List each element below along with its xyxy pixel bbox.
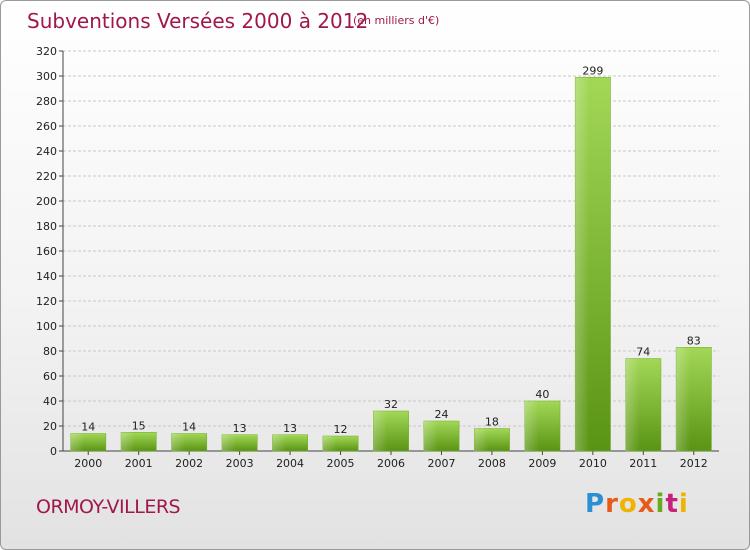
data-label: 24 [434,408,448,421]
data-label: 13 [283,422,297,435]
y-tick-label: 120 [36,295,57,308]
bar-highlight [423,421,460,451]
x-tick-label: 2012 [680,457,708,470]
data-label: 14 [81,421,95,434]
data-label: 32 [384,398,398,411]
bar-highlight [221,434,258,451]
bar-layer [70,77,712,452]
bar-highlight [524,401,561,451]
data-label: 12 [334,423,348,436]
y-tick-label: 180 [36,220,57,233]
data-label: 40 [535,388,549,401]
y-tick-label: 40 [43,395,57,408]
y-tick-label: 140 [36,270,57,283]
x-tick-label: 2007 [427,457,455,470]
bar-highlight [625,358,661,451]
logo-letter: o [618,489,638,519]
y-tick-label: 60 [43,370,57,383]
data-label: 18 [485,416,499,429]
bar-highlight [322,436,359,451]
label-layer: 2000 14 2001 15 2002 14 2003 13 2004 13 2005 12 2006… [74,64,708,470]
x-tick-label: 2003 [226,457,254,470]
y-tick-label: 80 [43,345,57,358]
data-label: 15 [132,419,146,432]
x-tick-label: 2005 [327,457,355,470]
data-label: 74 [636,346,650,359]
data-label: 299 [582,64,603,77]
axis-layer: 0 20 40 60 80 100 120 140 160 180 200 220 240 260 280 3… [36,45,719,458]
bar-highlight [575,77,611,451]
proxiti-logo: Proxiti [585,489,689,519]
logo-letter: x [637,489,656,519]
grid-layer [63,50,719,427]
bar-highlight [676,347,712,451]
logo-letter: t [665,489,679,519]
y-tick-label: 20 [43,420,57,433]
x-tick-label: 2010 [579,457,607,470]
y-tick-label: 200 [36,195,57,208]
x-tick-label: 2006 [377,457,405,470]
bar-highlight [373,411,409,451]
y-tick-label: 300 [36,70,57,83]
bar-highlight [70,433,106,451]
chart-title: Subventions Versées 2000 à 2012 [27,9,369,33]
x-tick-label: 2001 [125,457,153,470]
data-label: 13 [233,422,247,435]
y-tick-label: 100 [36,320,57,333]
y-tick-label: 280 [36,95,57,108]
data-label: 83 [687,334,701,347]
x-tick-label: 2002 [175,457,203,470]
y-tick-label: 240 [36,145,57,158]
bar-highlight [121,432,157,451]
commune-name: ORMOY-VILLERS [36,496,181,518]
y-tick-label: 260 [36,120,57,133]
bar-highlight [171,433,207,451]
bar-highlight [474,428,510,451]
logo-letter: i [678,489,689,519]
logo-letter: P [585,489,606,519]
x-tick-label: 2000 [74,457,102,470]
bar-highlight [272,434,308,451]
logo-letter: r [605,489,619,519]
x-tick-label: 2004 [276,457,304,470]
x-tick-label: 2011 [629,457,657,470]
x-tick-label: 2009 [528,457,556,470]
chart-subtitle: (en milliers d'€) [353,14,440,27]
y-tick-label: 160 [36,245,57,258]
y-tick-label: 0 [50,445,57,458]
x-tick-label: 2008 [478,457,506,470]
y-tick-label: 320 [36,45,57,58]
logo-letter: i [655,489,666,519]
y-tick-label: 220 [36,170,57,183]
data-label: 14 [182,421,196,434]
